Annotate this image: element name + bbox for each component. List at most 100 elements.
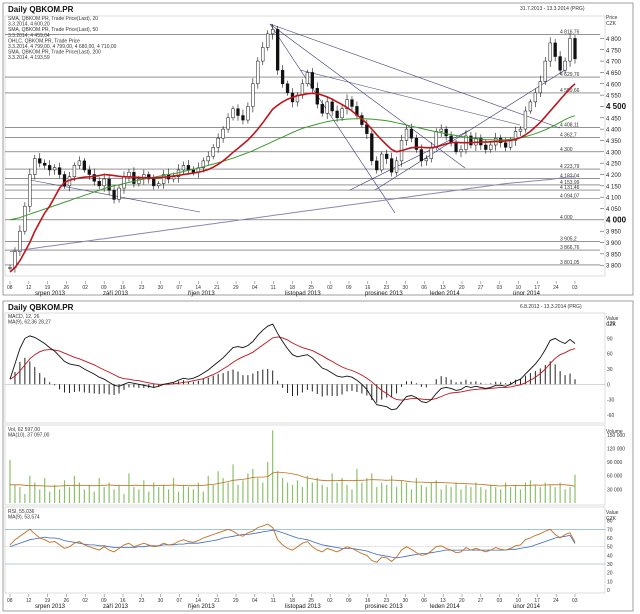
ohlc-body	[231, 108, 235, 119]
ohlc-body	[404, 128, 409, 141]
month-label: listopad 2013	[285, 291, 321, 297]
date-label: 02	[327, 598, 333, 604]
ohlc-body	[469, 135, 473, 146]
legend-entry: SMA, QBKOM.PR, Trade Price(Last), 20	[8, 16, 98, 22]
ohlc-body	[350, 99, 354, 107]
ohlc-body	[102, 178, 106, 187]
ohlc-body	[181, 165, 186, 171]
ohlc-body	[568, 38, 572, 62]
ohlc-body	[171, 176, 176, 180]
date-label: 09	[101, 598, 107, 604]
month-label: září 2013	[103, 291, 129, 297]
level-label: 4 559,66	[560, 88, 580, 94]
ohlc-body	[508, 140, 513, 148]
volume-tick-label: 150 000	[607, 433, 625, 439]
date-label: 21	[214, 598, 220, 604]
month-label: srpen 2013	[35, 604, 66, 610]
ohlc-body	[72, 165, 77, 178]
date-label: 27	[478, 285, 484, 291]
price-tick-label: 4 500	[606, 102, 627, 111]
rsi-tick-label: 0	[607, 588, 610, 594]
ohlc-body	[251, 83, 255, 107]
date-label: 23	[384, 598, 390, 604]
ohlc-body	[563, 60, 567, 71]
ohlc-body	[77, 160, 82, 166]
price-date-axis: 08 12 19 26 02 09 16 23 30 07 14 21 29 04 11 18 25 02 09 16…	[7, 281, 578, 297]
date-label: 20	[459, 598, 465, 604]
date-label: 24	[553, 285, 559, 291]
ohlc-body	[325, 101, 329, 114]
date-label: 03	[497, 285, 503, 291]
indicator-panel-frame	[2, 300, 634, 612]
ohlc-body	[543, 60, 547, 82]
month-label: únor 2014	[513, 604, 541, 610]
price-tick-label: 4 650	[606, 71, 622, 77]
ohlc-body	[365, 124, 369, 134]
trend-line	[269, 23, 466, 169]
ohlc-body	[489, 144, 493, 150]
ohlc-body	[191, 169, 196, 173]
ohlc-body	[558, 56, 562, 71]
ohlc-body	[385, 153, 389, 159]
month-label: prosinec 2013	[365, 291, 403, 297]
ohlc-body	[241, 115, 245, 121]
volume-plot-area	[4, 424, 606, 506]
price-tick-label: 3 800	[606, 264, 622, 270]
month-label: listopad 2013	[285, 604, 321, 610]
level-label: 4 362,7	[560, 133, 577, 139]
month-label: prosinec 2013	[365, 604, 403, 610]
legend-entry: SMA, QBKOM.PR, Trade Price(Last), 50	[8, 27, 98, 33]
ohlc-body	[256, 60, 260, 85]
price-tick-label: 4 800	[606, 37, 622, 43]
level-label: 4 408,11	[560, 122, 579, 128]
ohlc-body	[300, 83, 305, 96]
ohlc-body	[335, 110, 339, 119]
rsi-tick-label: 40	[607, 553, 613, 559]
ohlc-body	[280, 69, 285, 85]
price-tick-label: 4 350	[606, 139, 622, 145]
macd-tick-label: -30	[607, 398, 614, 404]
date-label: 21	[214, 285, 220, 291]
month-label: srpen 2013	[35, 291, 66, 297]
legend-entry: RSI, 55,036	[8, 509, 35, 515]
ohlc-body	[320, 103, 324, 114]
ohlc-body	[211, 147, 215, 157]
level-label: 4 223,79	[560, 164, 580, 170]
price-panel-title: Daily QBKOM.PR	[8, 5, 74, 14]
ohlc-body	[47, 165, 52, 171]
ohlc-body	[548, 42, 552, 62]
ohlc-body	[310, 72, 314, 89]
ohlc-body	[330, 101, 334, 112]
trend-line	[299, 69, 521, 126]
date-label: 25	[308, 285, 314, 291]
price-level-lines: 4 816,76 4 629,76 4 559,66 4 408,11 4 362,7 4…	[5, 30, 600, 266]
sma50-line	[9, 115, 576, 221]
ohlc-body	[97, 181, 101, 187]
date-label: 08	[7, 285, 13, 291]
ohlc-body	[345, 99, 349, 109]
rsi-tick-label: 60	[607, 536, 613, 542]
ohlc-body	[518, 128, 523, 132]
ohlc-body	[434, 131, 438, 148]
month-label: leden 2014	[430, 604, 460, 610]
macd-tick-label: 0	[607, 382, 610, 388]
date-label: 09	[346, 285, 352, 291]
date-label: 06	[421, 285, 427, 291]
price-axis: 3 800 3 850 3 900 3 950 4 000 4 050 4 100 4 150…	[600, 37, 627, 270]
date-label: 27	[478, 598, 484, 604]
trend-line	[269, 23, 396, 214]
macd-tick-label: -60	[607, 413, 614, 419]
ohlc-body	[449, 135, 453, 143]
ohlc-body	[538, 81, 542, 94]
macd-signal-line	[9, 336, 576, 401]
macd-tick-label: 30	[607, 367, 613, 373]
sma20-line	[9, 83, 576, 273]
price-tick-label: 4 550	[606, 94, 622, 100]
ohlc-body	[305, 72, 310, 85]
date-label: 29	[233, 285, 239, 291]
macd-tick-label: 90	[607, 336, 613, 342]
ohlc-body	[122, 176, 126, 189]
rsi-tick-label: 80	[607, 519, 613, 525]
